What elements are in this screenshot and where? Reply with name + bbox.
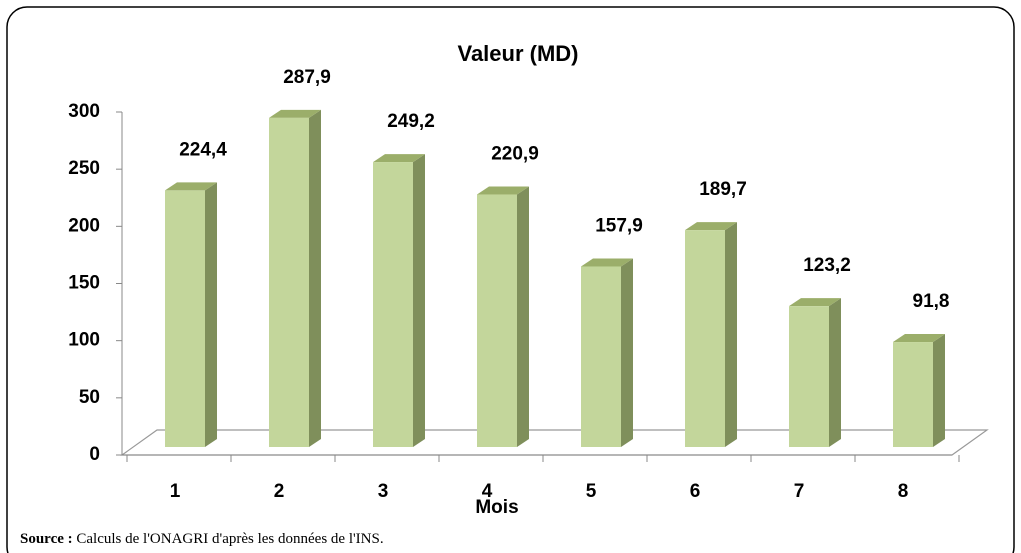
bar-top: [269, 109, 321, 118]
bar-side: [933, 334, 945, 447]
bar-side: [725, 222, 737, 447]
x-tick-label: 3: [378, 481, 389, 502]
bar-side: [517, 186, 529, 447]
data-label: 220,9: [491, 143, 539, 164]
bar-top: [581, 258, 633, 267]
bar: [893, 342, 933, 447]
bar: [477, 194, 517, 447]
y-tick-label: 250: [68, 158, 100, 179]
x-tick-label: 2: [274, 481, 285, 502]
data-label: 189,7: [699, 179, 747, 200]
bar: [685, 230, 725, 447]
source-label: Source :: [20, 531, 73, 547]
data-label: 157,9: [595, 215, 643, 236]
source: Source : Calculs de l'ONAGRI d'après les…: [20, 531, 384, 547]
bar-top: [373, 154, 425, 163]
bar-side: [309, 109, 321, 447]
bar-side: [413, 154, 425, 447]
bar: [269, 117, 309, 447]
data-label: 224,4: [179, 139, 227, 160]
source-text: Calculs de l'ONAGRI d'après les données …: [76, 531, 383, 547]
bar: [165, 190, 205, 447]
bar-top: [789, 298, 841, 307]
y-tick-label: 300: [68, 101, 100, 122]
bar-side: [205, 182, 217, 447]
x-axis-label: Mois: [475, 497, 518, 518]
bar: [789, 306, 829, 447]
chart-title: Valeur (MD): [457, 41, 578, 66]
y-tick-label: 150: [68, 273, 100, 294]
x-tick-label: 5: [586, 481, 597, 502]
bar: [373, 162, 413, 447]
y-tick-label: 100: [68, 330, 100, 351]
bar-top: [165, 182, 217, 191]
bar: [581, 266, 621, 447]
data-label: 287,9: [283, 67, 331, 88]
x-tick-label: 4: [482, 481, 493, 502]
y-tick-label: 0: [89, 444, 100, 465]
bar-side: [621, 258, 633, 447]
x-tick-label: 6: [690, 481, 701, 502]
data-label: 123,2: [803, 255, 851, 276]
bar-top: [477, 186, 529, 195]
x-tick-label: 7: [794, 481, 805, 502]
data-label: 91,8: [913, 291, 950, 312]
y-tick-label: 200: [68, 215, 100, 236]
bar-side: [829, 298, 841, 447]
data-label: 249,2: [387, 111, 435, 132]
y-tick-label: 50: [79, 387, 100, 408]
bar-top: [893, 334, 945, 343]
x-tick-label: 8: [898, 481, 909, 502]
x-tick-label: 1: [170, 481, 181, 502]
bar-top: [685, 222, 737, 231]
